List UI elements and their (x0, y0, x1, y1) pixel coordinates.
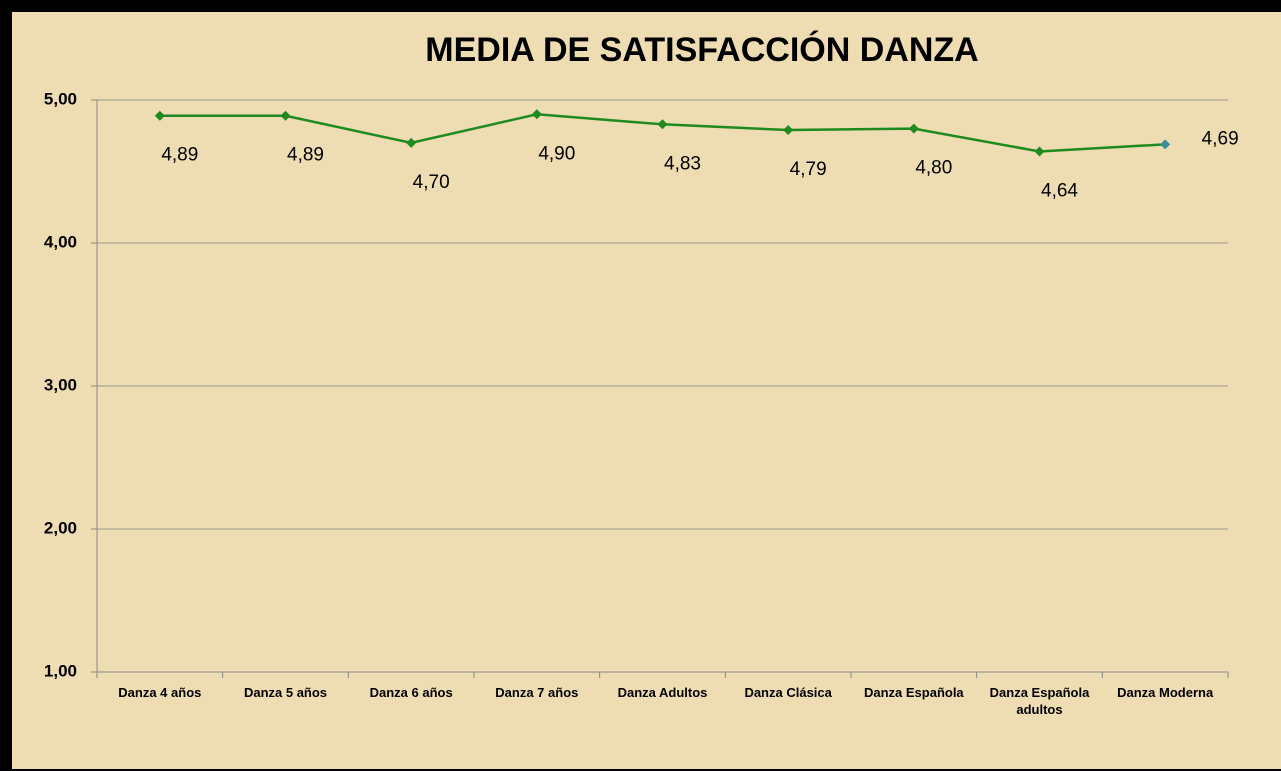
y-tick-label: 3,00 (44, 375, 77, 394)
data-label: 4,79 (790, 159, 827, 180)
data-point (1034, 146, 1045, 157)
x-tick-label: Danza Española (863, 685, 964, 700)
data-label: 4,83 (664, 153, 701, 174)
data-point (154, 110, 165, 121)
data-point (1160, 139, 1171, 150)
data-point (657, 119, 668, 130)
chart-title: MEDIA DE SATISFACCIÓN DANZA (425, 31, 978, 69)
data-label: 4,90 (538, 143, 575, 164)
data-point (783, 125, 794, 136)
data-point (908, 123, 919, 134)
data-point (406, 137, 417, 148)
x-tick-label: Danza 4 años (118, 685, 202, 700)
y-tick-label: 2,00 (44, 518, 77, 537)
x-tick-label: Danza 6 años (369, 685, 453, 700)
x-tick-label: Danza 7 años (495, 685, 579, 700)
data-label: 4,70 (413, 172, 450, 193)
x-tick-label: Danza 5 años (243, 685, 328, 700)
data-label: 4,89 (287, 145, 324, 166)
y-tick-label: 1,00 (44, 661, 77, 680)
x-tick-label: Danza Española adultos (989, 685, 1090, 717)
data-label: 4,64 (1041, 180, 1078, 201)
y-tick-label: 5,00 (44, 89, 77, 108)
data-label: 4,69 (1202, 128, 1239, 149)
data-label: 4,80 (915, 158, 952, 179)
x-tick-label: Danza Moderna (1117, 685, 1214, 700)
chart-background (12, 12, 1281, 769)
data-label: 4,89 (161, 145, 198, 166)
x-tick-label: Danza Adultos (617, 685, 708, 700)
y-tick-label: 4,00 (44, 232, 77, 251)
x-tick-label: Danza Clásica (744, 685, 832, 700)
data-point (280, 110, 291, 121)
data-point (531, 109, 542, 120)
